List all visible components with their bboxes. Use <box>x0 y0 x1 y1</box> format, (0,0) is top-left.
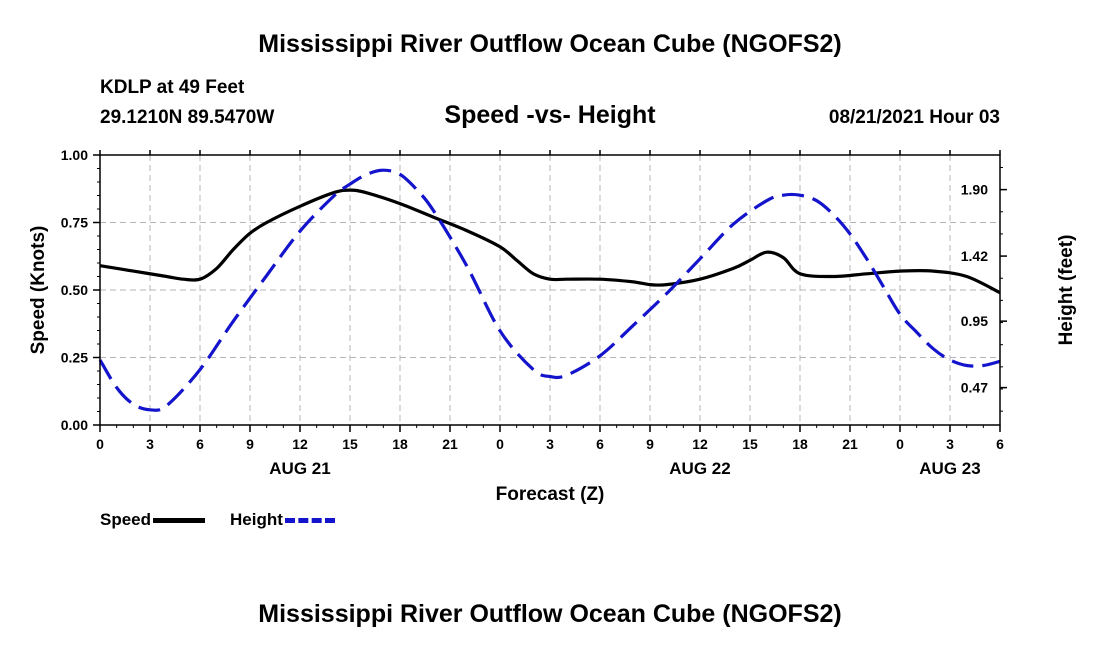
y-tick-label: 0.25 <box>61 350 88 366</box>
series-line-speed <box>99 188 1001 295</box>
x-tick-label: 6 <box>996 436 1004 452</box>
x-tick-label: 12 <box>292 436 308 452</box>
x-tick-label: 3 <box>946 436 954 452</box>
x-tick-label: 12 <box>692 436 708 452</box>
x-tick-label: 15 <box>342 436 358 452</box>
page-title: Mississippi River Outflow Ocean Cube (NG… <box>258 30 842 58</box>
x-tick-label: 0 <box>96 436 104 452</box>
series-layer <box>98 168 1001 412</box>
y2-axis-title: Height (feet) <box>1056 235 1077 346</box>
x-tick-label: 9 <box>646 436 654 452</box>
y2-tick-label: 0.95 <box>961 313 988 329</box>
legend-height-swatch <box>284 517 335 523</box>
y-tick-label: 1.00 <box>61 147 88 163</box>
x-tick-label: 6 <box>196 436 204 452</box>
grid <box>100 155 1000 425</box>
x-tick-label: 6 <box>596 436 604 452</box>
station-coordinates: 29.1210N 89.5470W <box>100 107 275 128</box>
legend-item-speed: Speed <box>100 510 206 530</box>
axis-labels: 0 3 6 9 12 15 18 21 0 3 6 9 12 15 18 21 0 3 6 AUG 21 AUG 22 A… <box>28 147 1077 505</box>
x-tick-label: 18 <box>792 436 808 452</box>
x-tick-label: 0 <box>896 436 904 452</box>
y2-tick-label: 1.90 <box>961 182 988 198</box>
legend-height-label: Height <box>230 510 283 529</box>
axis-ticks <box>93 150 1007 432</box>
x-tick-label: 0 <box>496 436 504 452</box>
x-tick-label: 21 <box>442 436 458 452</box>
x-tick-label: 21 <box>842 436 858 452</box>
x-axis-title: Forecast (Z) <box>496 484 605 505</box>
y-tick-label: 0.00 <box>61 417 88 433</box>
y-tick-label: 0.75 <box>61 215 88 231</box>
legend-speed-label: Speed <box>100 510 152 529</box>
date-label: AUG 22 <box>669 459 730 478</box>
forecast-datetime: 08/21/2021 Hour 03 <box>828 107 1000 128</box>
x-tick-label: 18 <box>392 436 408 452</box>
x-tick-label: 3 <box>146 436 154 452</box>
chart-title: Speed -vs- Height <box>444 101 656 129</box>
date-label: AUG 21 <box>269 459 330 478</box>
date-label: AUG 23 <box>919 459 980 478</box>
y-tick-label: 0.50 <box>61 282 88 298</box>
legend-speed-swatch <box>153 517 206 523</box>
footer-title: Mississippi River Outflow Ocean Cube (NG… <box>258 600 842 628</box>
station-label: KDLP at 49 Feet <box>100 77 245 98</box>
x-tick-label: 15 <box>742 436 758 452</box>
x-tick-label: 9 <box>246 436 254 452</box>
x-tick-label: 3 <box>546 436 554 452</box>
legend-item-height: Height <box>230 510 335 530</box>
y-axis-title: Speed (Knots) <box>28 226 49 355</box>
y2-tick-label: 0.47 <box>961 380 988 396</box>
y2-tick-label: 1.42 <box>961 248 988 264</box>
